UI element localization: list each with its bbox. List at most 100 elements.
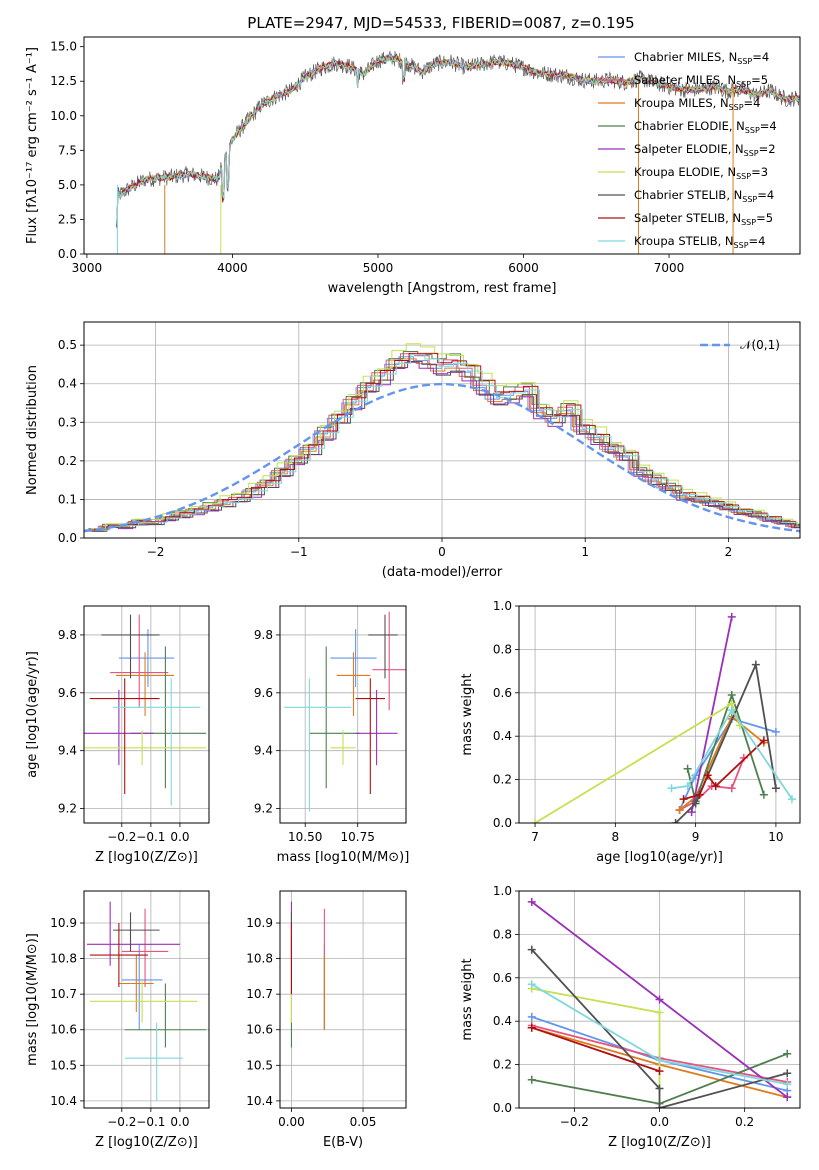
weight-line-kroupa-stelib — [671, 708, 793, 800]
y-tick-label: 9.6 — [58, 686, 77, 700]
x-tick-label: 0 — [438, 545, 446, 559]
Z_vs_age-points — [84, 614, 207, 806]
weight-marker — [671, 819, 680, 823]
weight-marker — [727, 612, 736, 621]
legend-value: =4 — [760, 119, 777, 133]
axes-frame — [518, 890, 801, 1109]
weight-marker — [759, 790, 768, 799]
y-tick-label: 0.4 — [493, 729, 512, 743]
weight-marker — [759, 736, 768, 745]
y-tick-label: 9.8 — [58, 628, 77, 642]
x-tick-label: 6000 — [508, 261, 539, 275]
y-tick-label: 0.8 — [493, 927, 512, 941]
x-tick-label: 3000 — [72, 261, 103, 275]
figure-title: PLATE=2947, MJD=54533, FIBERID=0087, z=0… — [247, 14, 634, 32]
normal-curve — [84, 382, 800, 533]
residual-panel: −2 −1 0 1 2 0.0 0.1 0.2 0.3 0.4 0.5 (data-model)/er… — [25, 321, 801, 580]
x-axis-label: age [log10(age/yr)] — [596, 850, 723, 865]
x-axis-label: Z [log10(Z/Z⊙)] — [608, 1135, 711, 1150]
legend-entry: Salpeter ELODIE, NSSP=2 — [634, 142, 776, 158]
legend-entry: Chabrier ELODIE, NSSP=4 — [634, 119, 777, 135]
x-tick-label: 7 — [531, 830, 539, 844]
x-tick-label: 0.05 — [350, 1115, 377, 1129]
weight-marker — [527, 980, 536, 989]
y-tick-label: 0.2 — [58, 454, 77, 468]
weight-marker — [787, 795, 796, 804]
y-tick-label: 10.5 — [50, 1058, 77, 1072]
axes-frame — [83, 36, 801, 255]
y-tick-label: 0.0 — [493, 1101, 512, 1115]
y-tick-label: 0.2 — [493, 1058, 512, 1072]
x-tick-label: −2 — [147, 545, 165, 559]
y-axis-label: mass [log10(M/M⊙)] — [25, 933, 40, 1066]
weight-marker — [527, 1012, 536, 1021]
weight-marker — [531, 819, 540, 823]
legend-value: =5 — [756, 211, 773, 225]
weight-marker — [655, 1104, 664, 1108]
y-tick-label: 0.0 — [58, 531, 77, 545]
x-tick-label: −0.1 — [136, 1115, 165, 1129]
y-tick-label: 10.6 — [50, 1023, 77, 1037]
weight-marker — [527, 897, 536, 906]
x-tick-label: −0.2 — [107, 1115, 136, 1129]
legend-value: =4 — [757, 188, 774, 202]
axes-frame — [83, 890, 210, 1109]
legend-entry: Salpeter MILES, NSSP=5 — [634, 73, 768, 89]
weight-marker — [711, 782, 720, 791]
weight-marker — [727, 706, 736, 715]
x-tick-label: 5000 — [363, 261, 394, 275]
y-tick-label: 10.6 — [246, 1023, 273, 1037]
legend-subscript: SSP — [745, 126, 760, 135]
spectrum-kroupa-stelib — [116, 55, 800, 224]
weight-marker — [527, 1023, 536, 1032]
x-axis-label: (data-model)/error — [382, 565, 503, 580]
legend-entry: Chabrier MILES, NSSP=4 — [634, 50, 769, 66]
x-tick-label: −0.2 — [107, 830, 136, 844]
weight-marker — [683, 764, 692, 773]
y-tick-label: 10.7 — [246, 987, 273, 1001]
panels: 3000 4000 5000 6000 70000.02.55.07.510.012.5… — [25, 36, 801, 1150]
weight-marker — [655, 1067, 664, 1076]
weight-marker — [683, 782, 692, 791]
weight-marker — [751, 660, 760, 669]
x-axis-label: Z [log10(Z/Z⊙)] — [95, 850, 198, 865]
weight-marker — [771, 727, 780, 736]
weight-marker — [695, 790, 704, 799]
weight-marker — [655, 995, 664, 1004]
y-tick-label: 0.6 — [493, 686, 512, 700]
weight-line-salpeter-stelib — [531, 1026, 660, 1072]
weight-marker — [667, 784, 676, 793]
axes-frame — [518, 605, 801, 824]
y-tick-label: 0.4 — [58, 377, 77, 391]
weight-line-kroupa-miles — [679, 715, 765, 811]
legend-value: =3 — [751, 165, 768, 179]
weight-marker — [675, 805, 684, 814]
weight-marker — [527, 945, 536, 954]
legend-value: =4 — [749, 234, 766, 248]
Z_vs_weight-lines — [527, 897, 792, 1108]
histogram-kroupa-miles — [86, 358, 800, 532]
y-axis-label: mass weight — [460, 958, 475, 1040]
spectrum-lines — [116, 51, 800, 254]
weight-marker — [679, 795, 688, 804]
x-tick-label: 0.0 — [650, 1115, 669, 1129]
histogram-salpeter-stelib — [94, 352, 800, 530]
y-axis-label: Normed distribution — [25, 365, 40, 495]
x-axis-label: mass [log10(M/M⊙)] — [277, 850, 410, 865]
y-tick-label: 9.4 — [58, 744, 77, 758]
y-tick-label: 10.5 — [246, 1058, 273, 1072]
y-tick-label: 10.9 — [246, 916, 273, 930]
weight-marker — [703, 771, 712, 780]
legend-subscript: SSP — [744, 149, 759, 158]
histogram-kroupa-elodie — [91, 343, 800, 530]
ebv_vs_mass-panel: 0.00 0.05 10.4 10.5 10.6 10.7 10.8 10.9 E(B-V) — [246, 890, 407, 1150]
histogram-chabrier-stelib — [92, 361, 800, 532]
x-tick-label: 10.50 — [288, 830, 322, 844]
legend-entry: Kroupa ELODIE, NSSP=3 — [634, 165, 768, 181]
x-tick-label: 0.0 — [170, 830, 189, 844]
axes-frame — [83, 321, 801, 539]
spectrum-legend: Chabrier MILES, NSSP=4 Salpeter MILES, NS… — [598, 50, 777, 250]
y-tick-label: 0.1 — [58, 492, 77, 506]
legend-entry: Salpeter STELIB, NSSP=5 — [634, 211, 773, 227]
